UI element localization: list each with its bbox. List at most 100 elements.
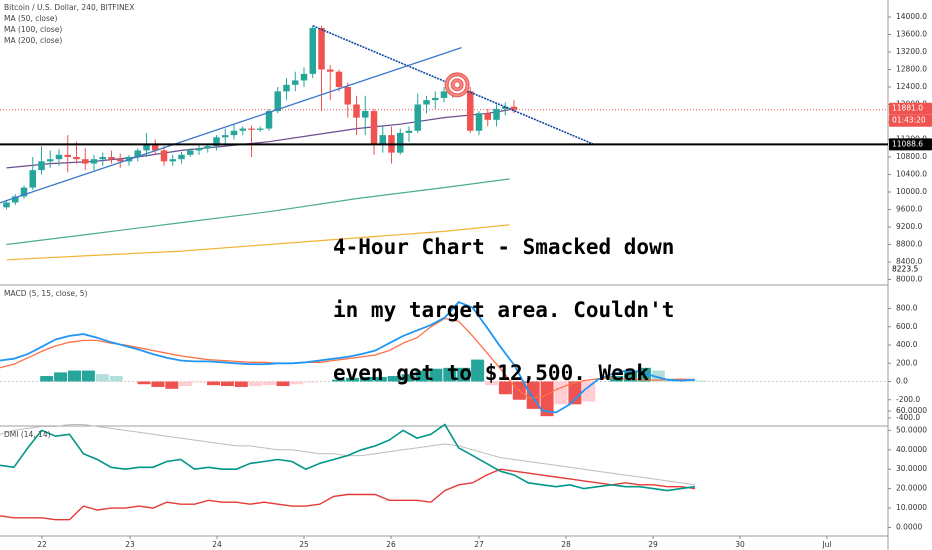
candle-body	[187, 150, 194, 155]
dmi-tick-label: 0.0000	[896, 523, 922, 532]
dmi-tick-label: 30.0000	[896, 464, 927, 473]
candle-body	[265, 111, 273, 129]
macd-histogram-bar	[415, 370, 429, 382]
candle-body	[12, 196, 19, 203]
macd-histogram-bar	[193, 381, 207, 383]
price-tick-label: 10800.0	[896, 152, 927, 161]
macd-histogram-bar	[568, 381, 582, 405]
current-price-tag-bg	[889, 102, 932, 115]
candle-body	[467, 91, 474, 131]
candle-body	[38, 161, 45, 171]
macd-histogram-bar	[248, 381, 262, 387]
dmi-tick-label: 40.0000	[896, 445, 927, 454]
macd-histogram-bar	[68, 370, 81, 382]
macd-histogram-bar	[165, 381, 179, 389]
candle-body	[493, 108, 500, 120]
ma100-legend: MA (100, close)	[4, 25, 63, 34]
candle-body	[318, 27, 325, 70]
plus-di-line	[0, 423, 696, 492]
price-tick-label: 8400.0	[896, 257, 922, 266]
candle-body	[379, 135, 386, 144]
time-tick-label: 29	[648, 540, 658, 549]
macd-histogram-bar	[304, 381, 318, 383]
macd-histogram-bar	[471, 359, 485, 382]
macd-tick-label: 800.0	[896, 304, 918, 313]
support-price-tag: 11088.6	[892, 139, 923, 148]
dmi-legend: DMI (14, 14)	[4, 430, 51, 439]
candle-body	[484, 113, 491, 120]
candle-body	[475, 113, 483, 131]
symbol-title: Bitcoin / U.S. Dollar, 240, BITFINEX	[4, 3, 135, 12]
candle-body	[64, 154, 71, 157]
dmi-tick-label: 50.0000	[896, 425, 927, 434]
candle-body	[274, 91, 281, 112]
candle-body	[160, 150, 168, 162]
countdown-tag: 01:43:20	[892, 116, 926, 125]
candle-body	[213, 137, 220, 147]
macd-histogram-bar	[359, 376, 373, 382]
candle-body	[335, 71, 343, 87]
macd-histogram-bar	[443, 367, 457, 382]
macd-histogram-bar	[457, 367, 471, 382]
macd-legend: MACD (5, 15, close, 5)	[4, 289, 88, 298]
macd-histogram-bar	[373, 376, 387, 382]
price-tick-label: 9200.0	[896, 222, 922, 231]
time-tick-label: 25	[299, 540, 309, 549]
macd-histogram-bar	[220, 381, 234, 387]
candle-body	[20, 187, 28, 197]
annotation-line-2: in my target area. Couldn't	[333, 298, 675, 322]
candle-body	[414, 104, 421, 131]
macd-histogram-bar	[582, 381, 596, 402]
price-tick-label: 12400.0	[896, 82, 927, 91]
candle-body	[222, 135, 229, 138]
candle-body	[510, 106, 518, 110]
candle-body	[362, 111, 369, 118]
time-tick-label: 24	[212, 540, 222, 549]
candle-body	[204, 146, 211, 149]
candle-body	[152, 143, 159, 151]
candle-body	[405, 130, 413, 133]
candle-body	[300, 73, 308, 81]
macd-histogram-bar	[81, 370, 95, 382]
candle-body	[3, 202, 10, 208]
time-tick-label: 22	[37, 540, 47, 549]
candle-body	[397, 132, 404, 153]
macd-tick-label: 600.0	[896, 322, 918, 331]
price-tick-label: 13600.0	[896, 30, 927, 39]
macd-histogram-bar	[387, 376, 401, 382]
macd-histogram-bar	[234, 381, 248, 387]
time-tick-label: 26	[386, 540, 396, 549]
ma50-legend: MA (50, close)	[4, 14, 58, 23]
annotation-text: 4-Hour Chart - Smacked down in my target…	[333, 195, 793, 405]
macd-histogram-bar	[54, 372, 68, 382]
candle-body	[195, 148, 203, 151]
low-price-tag: 8223.5	[892, 265, 918, 274]
candle-body	[370, 111, 378, 144]
macd-histogram-bar	[276, 381, 290, 387]
price-tick-label: 8800.0	[896, 240, 922, 249]
macd-histogram-bar	[137, 381, 151, 385]
price-tick-label: 10000.0	[896, 187, 927, 196]
macd-tick-label: -200.0	[896, 395, 920, 404]
time-tick-label: 30	[735, 540, 745, 549]
macd-histogram-bar	[262, 381, 276, 386]
price-tick-label: 12800.0	[896, 65, 927, 74]
countdown-tag-bg	[889, 114, 932, 127]
time-tick-label: 23	[125, 540, 135, 549]
macd-tick-label: 200.0	[896, 358, 918, 367]
candle-body	[239, 128, 246, 131]
candle-body	[134, 150, 141, 157]
time-tick-label: Jul	[821, 540, 831, 549]
low-price-tag-bg	[889, 263, 932, 276]
candle-body	[108, 157, 115, 160]
annotation-line-3: even get to $12,500. Weak	[333, 361, 650, 385]
candle-body	[327, 69, 334, 72]
candle-body	[73, 157, 80, 160]
macd-histogram-bar	[95, 374, 109, 382]
candle-body	[230, 130, 238, 136]
candle-body	[169, 159, 176, 162]
macd-histogram-bar	[290, 381, 304, 385]
macd-histogram-bar	[429, 368, 443, 382]
candle-body	[344, 87, 351, 105]
